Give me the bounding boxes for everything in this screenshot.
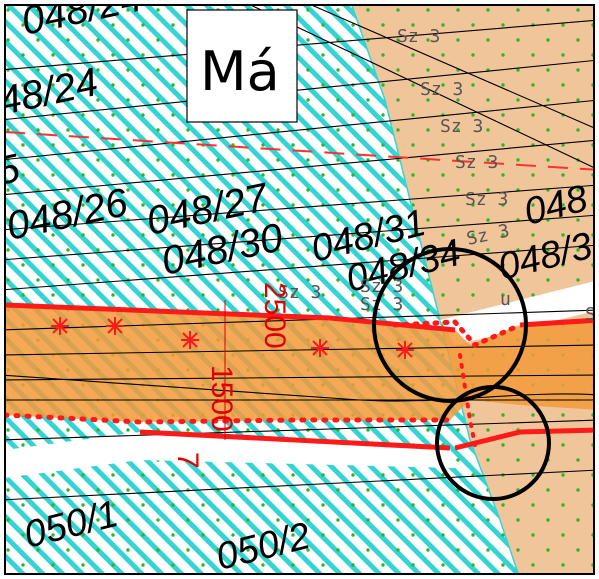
zone-label: Má [200, 40, 280, 103]
zone-code: Sz 3 [465, 189, 508, 210]
zone-code: Sz 3 [455, 152, 498, 173]
zone-code: u [500, 289, 511, 310]
zone-code: Sz 3 [397, 26, 440, 47]
zone-code: Sz 3 [278, 282, 321, 303]
red-star-markers [51, 317, 414, 359]
zone-code: S [585, 304, 596, 325]
parcel-lines [5, 5, 594, 501]
map-frame [4, 4, 595, 575]
zone-code: Sz 3 [420, 79, 463, 100]
chainage-label: 7 [171, 452, 204, 469]
red-boundaries [5, 302, 594, 451]
zone-label-box [186, 9, 298, 123]
circle-marker[interactable] [372, 247, 528, 403]
chainage-label: 2500 [258, 282, 291, 349]
circle-marker[interactable] [435, 385, 551, 501]
orange-road-zone [5, 305, 594, 422]
zone-code: Sz 3 [360, 294, 403, 315]
zone-code: Sz 3 [440, 116, 483, 137]
chainage-label: 1500 [205, 365, 238, 432]
red-dashed-line [5, 131, 594, 171]
zone-code: Sz 3 [360, 276, 403, 297]
